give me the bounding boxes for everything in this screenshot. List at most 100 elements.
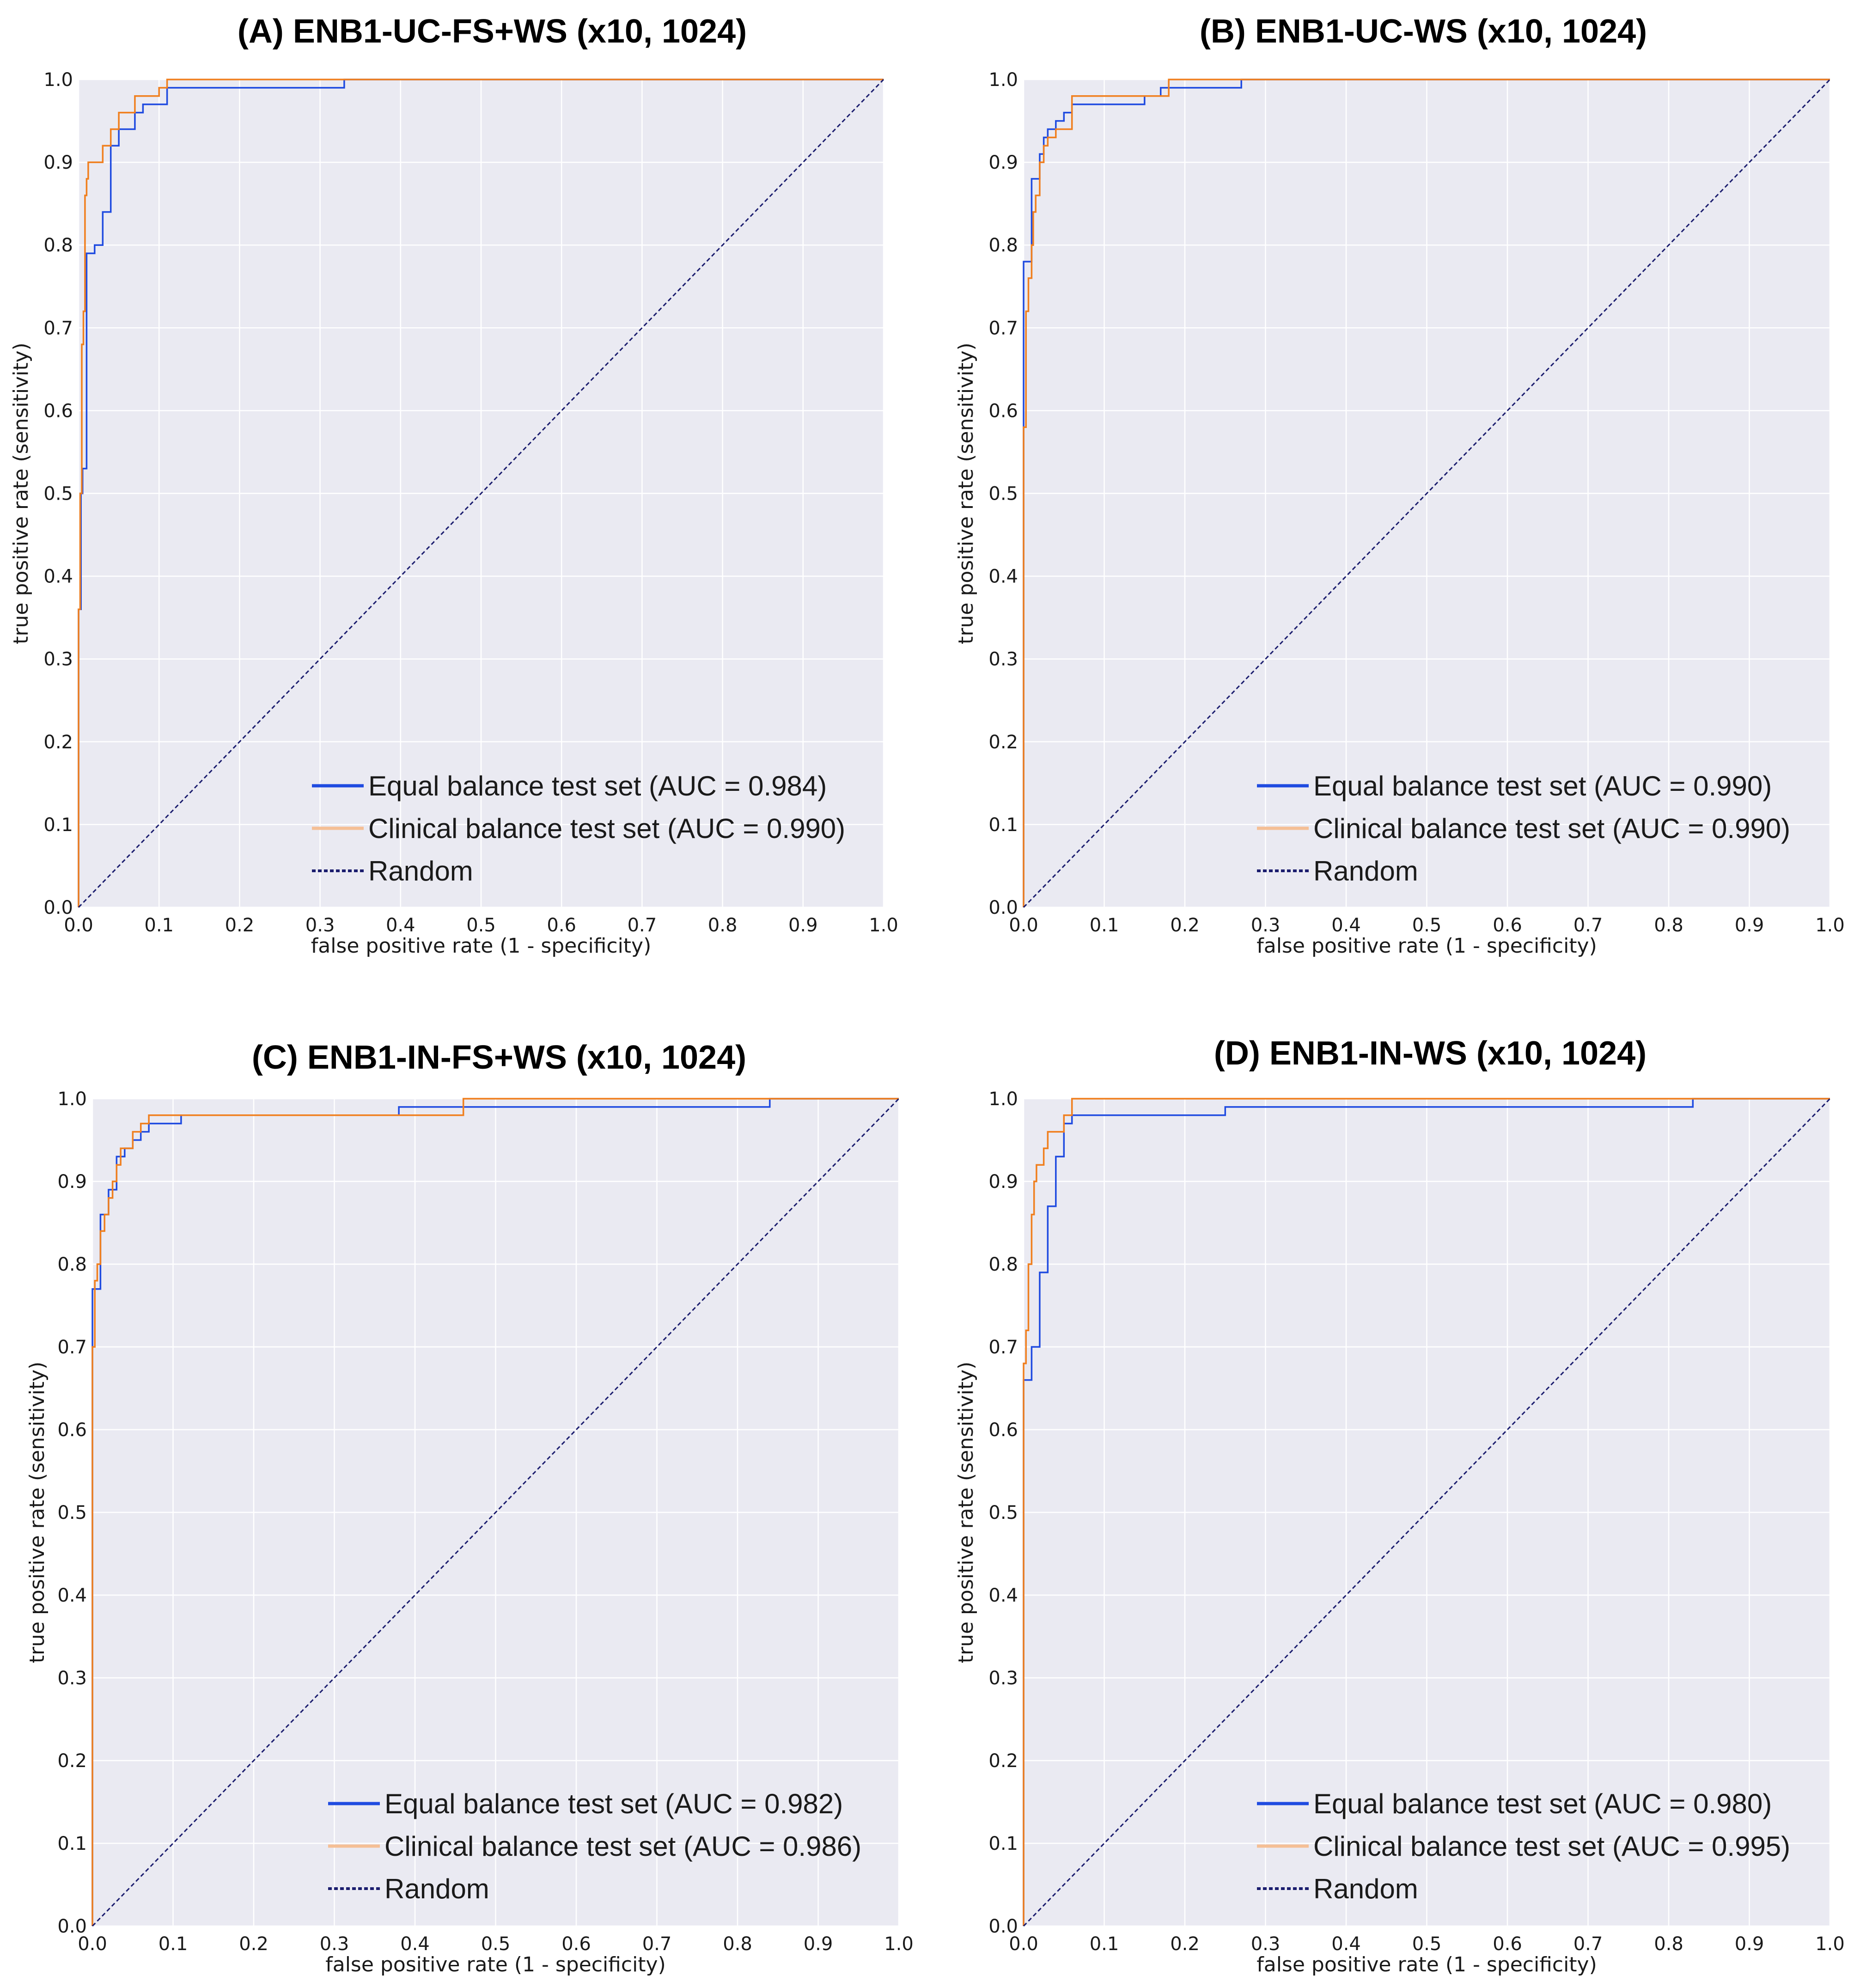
y-tick-label: 0.1 <box>43 814 73 836</box>
y-tick-label: 0.8 <box>988 235 1018 256</box>
x-tick-label: 0.8 <box>708 915 738 936</box>
y-tick-label: 0.6 <box>988 400 1018 422</box>
legend-label-random: Random <box>368 856 473 887</box>
y-tick-label: 0.9 <box>988 152 1018 173</box>
x-tick-label: 0.7 <box>642 1933 672 1955</box>
x-tick-label: 0.4 <box>400 1933 430 1955</box>
legend-label-random: Random <box>1313 856 1418 887</box>
x-tick-label: 0.0 <box>1009 915 1038 936</box>
x-tick-label: 0.9 <box>788 915 818 936</box>
random-roc-line <box>1023 1098 1831 1927</box>
legend-label-clinical: Clinical balance test set (AUC = 0.990) <box>368 813 845 844</box>
y-tick-label: 1.0 <box>988 69 1018 91</box>
x-tick-label: 0.1 <box>1090 915 1119 936</box>
x-tick-label: 0.7 <box>1573 915 1603 936</box>
y-tick-label: 0.0 <box>43 897 73 918</box>
x-tick-label: 0.7 <box>628 915 657 936</box>
x-tick-label: 0.6 <box>547 915 576 936</box>
legend-label-equal: Equal balance test set (AUC = 0.980) <box>1313 1788 1772 1819</box>
x-tick-label: 0.6 <box>1493 1933 1522 1955</box>
x-tick-label: 0.6 <box>1493 915 1522 936</box>
y-tick-label: 1.0 <box>57 1089 87 1110</box>
x-tick-label: 0.2 <box>1170 1933 1200 1955</box>
x-tick-label: 0.5 <box>1412 1933 1442 1955</box>
y-tick-label: 0.5 <box>43 483 73 505</box>
legend-label-clinical: Clinical balance test set (AUC = 0.986) <box>384 1831 861 1862</box>
y-tick-label: 0.0 <box>57 1916 87 1937</box>
y-tick-label: 0.4 <box>988 566 1018 587</box>
legend: Equal balance test set (AUC = 0.984) Clin… <box>312 771 845 887</box>
y-axis-label: true positive rate (sensitivity) <box>954 1362 978 1664</box>
y-tick-label: 0.1 <box>988 1833 1018 1854</box>
x-tick-label: 0.8 <box>723 1933 752 1955</box>
random-roc-line <box>91 1098 900 1927</box>
y-tick-label: 0.7 <box>988 318 1018 339</box>
legend-label-equal: Equal balance test set (AUC = 0.982) <box>384 1788 843 1819</box>
y-tick-label: 0.6 <box>57 1419 87 1441</box>
x-tick-label: 0.3 <box>1251 915 1281 936</box>
x-tick-label: 1.0 <box>1815 915 1845 936</box>
roc-panel-3: 0.0 0.1 0.2 0.3 0.4 0.5 0.6 0.7 0.8 0.9 1.0 0.0 0.1 0… <box>954 1035 1845 1976</box>
x-tick-label: 0.4 <box>1331 915 1361 936</box>
random-roc-line <box>1023 79 1831 908</box>
x-tick-label: 0.5 <box>481 1933 511 1955</box>
y-tick-label: 0.3 <box>43 649 73 670</box>
y-tick-label: 0.2 <box>43 732 73 753</box>
y-tick-label: 0.2 <box>988 1750 1018 1772</box>
legend-label-random: Random <box>1313 1873 1418 1904</box>
y-axis-label: true positive rate (sensitivity) <box>25 1362 49 1664</box>
x-tick-label: 0.5 <box>466 915 496 936</box>
x-tick-label: 0.9 <box>804 1933 833 1955</box>
chart-title: (C) ENB1-IN-FS+WS (x10, 1024) <box>252 1039 746 1076</box>
x-tick-label: 1.0 <box>869 915 898 936</box>
x-axis-label: false positive rate (1 - specificity) <box>1256 1953 1597 1976</box>
roc-panel-1: 0.0 0.1 0.2 0.3 0.4 0.5 0.6 0.7 0.8 0.9 1.0 0.0 0.1 0… <box>954 13 1845 958</box>
x-tick-label: 0.3 <box>1251 1933 1281 1955</box>
y-tick-label: 0.3 <box>57 1668 87 1689</box>
x-tick-label: 0.0 <box>64 915 93 936</box>
x-tick-label: 0.8 <box>1654 1933 1683 1955</box>
x-tick-label: 1.0 <box>884 1933 914 1955</box>
y-tick-label: 1.0 <box>988 1089 1018 1110</box>
x-tick-label: 0.2 <box>239 1933 268 1955</box>
x-tick-label: 0.9 <box>1735 915 1764 936</box>
equal-roc-line <box>1023 79 1830 907</box>
x-axis-label: false positive rate (1 - specificity) <box>311 934 652 958</box>
y-tick-label: 0.7 <box>988 1337 1018 1358</box>
y-tick-label: 0.6 <box>43 400 73 422</box>
y-tick-label: 0.9 <box>57 1171 87 1193</box>
x-tick-label: 1.0 <box>1815 1933 1845 1955</box>
clinical-roc-line <box>91 1098 899 1926</box>
chart-title: (D) ENB1-IN-WS (x10, 1024) <box>1214 1035 1647 1072</box>
x-tick-label: 0.1 <box>159 1933 188 1955</box>
legend: Equal balance test set (AUC = 0.982) Clin… <box>328 1788 861 1904</box>
legend: Equal balance test set (AUC = 0.980) Clin… <box>1257 1788 1790 1904</box>
x-tick-label: 0.8 <box>1654 915 1683 936</box>
clinical-roc-line <box>1023 79 1830 907</box>
x-tick-label: 0.2 <box>225 915 255 936</box>
legend-label-equal: Equal balance test set (AUC = 0.990) <box>1313 771 1772 801</box>
y-tick-label: 0.4 <box>43 566 73 587</box>
y-tick-label: 0.3 <box>988 1668 1018 1689</box>
y-tick-label: 0.6 <box>988 1419 1018 1441</box>
y-tick-label: 0.5 <box>988 1502 1018 1523</box>
x-tick-label: 0.0 <box>1009 1933 1038 1955</box>
legend-label-random: Random <box>384 1873 489 1904</box>
clinical-roc-line <box>1023 1098 1830 1926</box>
x-axis-label: false positive rate (1 - specificity) <box>1256 934 1597 958</box>
y-tick-label: 0.7 <box>43 318 73 339</box>
x-tick-label: 0.0 <box>78 1933 107 1955</box>
equal-roc-line <box>1023 1098 1830 1926</box>
x-tick-label: 0.5 <box>1412 915 1442 936</box>
y-tick-label: 0.7 <box>57 1337 87 1358</box>
chart-title: (A) ENB1-UC-FS+WS (x10, 1024) <box>238 13 747 50</box>
y-tick-label: 0.8 <box>43 235 73 256</box>
y-tick-label: 0.8 <box>988 1254 1018 1275</box>
y-tick-label: 0.9 <box>43 152 73 173</box>
y-tick-label: 0.3 <box>988 649 1018 670</box>
legend-label-clinical: Clinical balance test set (AUC = 0.990) <box>1313 813 1790 844</box>
x-tick-label: 0.1 <box>144 915 174 936</box>
chart-title: (B) ENB1-UC-WS (x10, 1024) <box>1200 13 1647 50</box>
legend: Equal balance test set (AUC = 0.990) Clin… <box>1257 771 1790 887</box>
y-tick-label: 0.0 <box>988 1916 1018 1937</box>
